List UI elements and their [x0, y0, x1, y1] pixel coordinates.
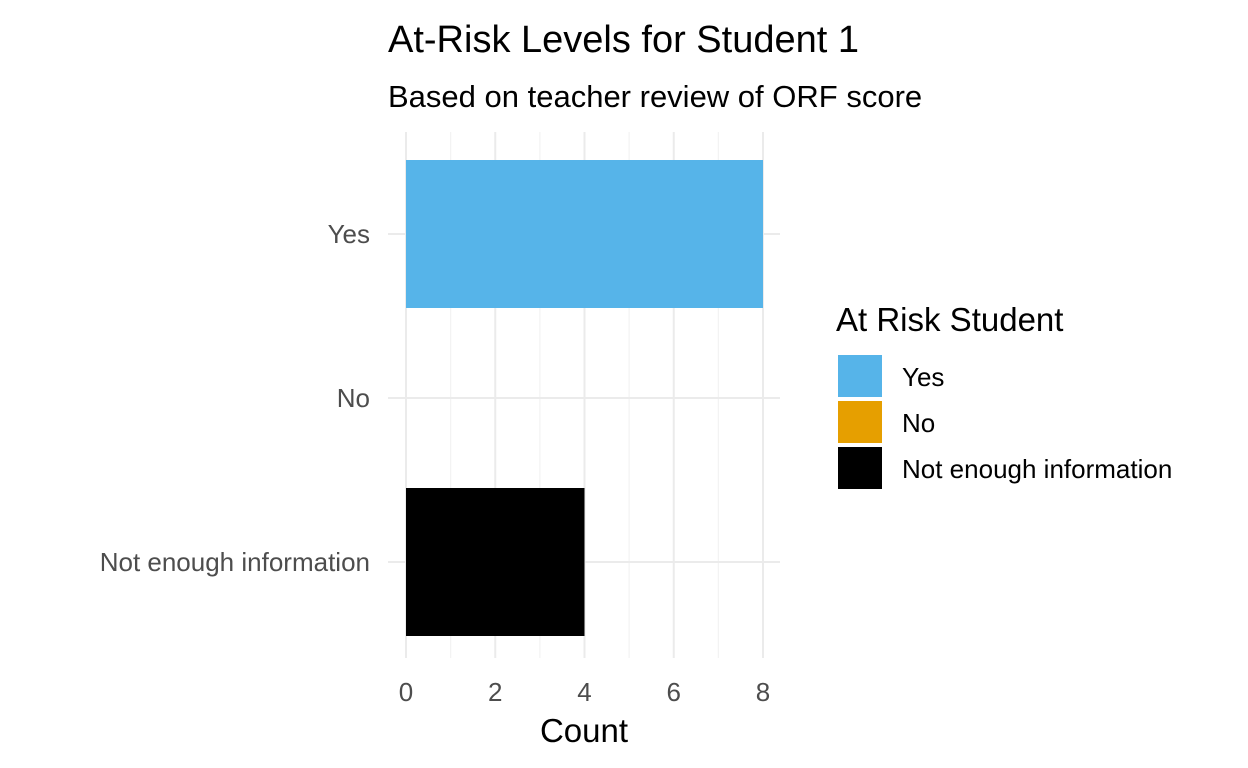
y-tick-label: Yes	[328, 219, 370, 249]
bar-not-enough-information	[406, 488, 585, 636]
x-tick-label: 8	[756, 677, 770, 707]
legend-key-label: No	[902, 408, 935, 438]
legend-key-swatch	[838, 401, 882, 443]
chart-subtitle: Based on teacher review of ORF score	[388, 79, 922, 114]
legend: Yes No Not enough information	[838, 355, 1172, 489]
legend-key-swatch	[838, 447, 882, 489]
bar-yes	[406, 160, 763, 308]
x-tick-label: 6	[667, 677, 681, 707]
x-axis-title: Count	[540, 712, 628, 749]
x-tick-label: 4	[577, 677, 591, 707]
bars	[406, 160, 763, 636]
chart-title: At-Risk Levels for Student 1	[388, 19, 859, 61]
x-tick-label: 2	[488, 677, 502, 707]
legend-title: At Risk Student	[836, 301, 1063, 338]
x-axis-tick-labels: 0 2 4 6 8	[399, 677, 770, 707]
legend-key-swatch	[838, 355, 882, 397]
y-tick-label: Not enough information	[100, 547, 370, 577]
y-axis-tick-labels: Yes No Not enough information	[100, 219, 370, 577]
y-tick-label: No	[337, 383, 370, 413]
legend-key-label: Not enough information	[902, 454, 1172, 484]
x-tick-label: 0	[399, 677, 413, 707]
legend-key-label: Yes	[902, 362, 944, 392]
